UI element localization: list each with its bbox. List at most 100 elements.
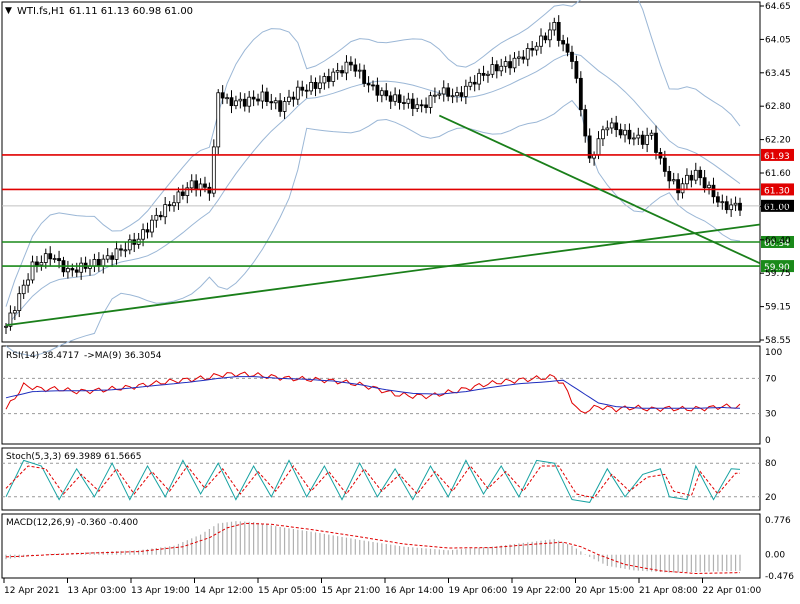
candle-body	[463, 85, 468, 97]
rsi-y-tick-label: 70	[765, 374, 777, 384]
current-price-tag	[761, 199, 794, 212]
candle-body	[238, 98, 243, 102]
candle-body	[304, 89, 309, 92]
candle-body	[96, 258, 101, 267]
level-price-tag	[761, 183, 794, 196]
candle-body	[574, 61, 579, 79]
y-tick-label: 61.00	[765, 202, 791, 212]
rsi-title: RSI(14) 38.4717	[6, 351, 79, 361]
symbol-label: WTI.fs,H1	[17, 6, 65, 17]
y-tick-label: 61.60	[765, 169, 791, 179]
stoch-title: Stoch(5,3,3) 69.3989 61.5665	[6, 452, 141, 462]
candle-body	[220, 92, 225, 99]
candle-body	[512, 57, 517, 69]
candle-body	[269, 101, 274, 104]
x-tick-label: 19 Apr 06:00	[449, 586, 508, 596]
candle-body	[552, 21, 557, 31]
candle-body	[110, 255, 115, 260]
candle-body	[357, 69, 362, 72]
candle-body	[424, 104, 428, 108]
level-price-label: 61.30	[764, 186, 790, 196]
current-price-label: 61.00	[764, 203, 790, 213]
main-chart-layer	[2, 0, 761, 357]
level-price-label: 61.93	[764, 152, 790, 162]
candle-body	[313, 81, 318, 89]
candle-body	[729, 204, 734, 211]
candle-body	[145, 229, 150, 233]
candle-body	[494, 64, 499, 72]
candle-body	[433, 94, 437, 97]
x-tick-label: 12 Apr 2021	[4, 586, 60, 596]
candle-body	[12, 310, 17, 314]
candle-body	[667, 171, 672, 182]
candle-body	[578, 77, 583, 110]
y-tick-label: 58.55	[765, 336, 791, 346]
y-tick-label: 64.65	[765, 2, 791, 12]
level-price-tag	[761, 235, 794, 248]
candle-body	[291, 96, 296, 100]
stoch-panel-frame	[1, 447, 761, 511]
candle-body	[203, 183, 207, 188]
stoch-main-line	[5, 459, 741, 503]
candle-body	[309, 81, 313, 92]
candle-body	[570, 51, 574, 62]
x-tick-label: 13 Apr 19:00	[131, 586, 190, 596]
candle-body	[384, 90, 389, 97]
candle-body	[437, 93, 442, 96]
candle-body	[609, 122, 614, 129]
candle-body	[543, 35, 548, 41]
level-price-tag	[761, 148, 794, 161]
candle-body	[278, 100, 283, 112]
candle-body	[282, 101, 287, 112]
candle-body	[459, 92, 464, 97]
candle-body	[331, 71, 336, 82]
candle-body	[711, 184, 716, 198]
candle-body	[441, 87, 446, 95]
candle-body	[587, 135, 592, 159]
candle-body	[636, 134, 641, 139]
candle-body	[397, 94, 402, 103]
candle-body	[738, 202, 742, 211]
candle-body	[733, 202, 738, 206]
candle-body	[508, 61, 512, 69]
macd-y-tick-label: -0.476	[765, 572, 794, 582]
candle-body	[211, 146, 216, 194]
y-tick-label: 60.40	[765, 236, 791, 246]
rsi-panel-frame	[1, 345, 761, 445]
candle-body	[35, 261, 39, 266]
candle-body	[556, 21, 561, 41]
candle-body	[194, 180, 199, 191]
rsi-ma-readout: ->MA(9) 36.3054	[84, 351, 162, 361]
macd-title: MACD(12,26,9) -0.360 -0.400	[6, 518, 138, 528]
stoch-layer	[2, 459, 760, 503]
x-tick-label: 15 Apr 21:00	[322, 586, 381, 596]
candle-body	[366, 83, 371, 86]
candle-body	[561, 40, 566, 45]
candle-body	[517, 56, 521, 59]
candle-body	[715, 196, 720, 203]
x-tick-label: 13 Apr 03:00	[68, 586, 127, 596]
candle-body	[547, 29, 552, 41]
chart-menu-triangle-icon[interactable]: ▼	[5, 6, 12, 16]
candle-body	[375, 84, 380, 96]
stoch-y-tick-label: 20	[765, 493, 777, 503]
candle-body	[534, 45, 539, 51]
candle-body	[371, 84, 375, 87]
x-tick-label: 14 Apr 12:00	[195, 586, 254, 596]
candle-body	[52, 258, 57, 260]
candle-body	[322, 76, 327, 84]
candle-body	[649, 132, 654, 136]
candle-body	[335, 70, 340, 73]
y-tick-label: 63.45	[765, 69, 791, 79]
candle-body	[406, 98, 411, 104]
candle-body	[521, 56, 526, 60]
candle-body	[654, 132, 658, 153]
candle-body	[158, 214, 163, 218]
candle-body	[450, 95, 455, 98]
candle-body	[300, 86, 305, 91]
rsi-ma-line	[5, 376, 741, 409]
candle-body	[539, 35, 543, 47]
macd-layer	[5, 521, 741, 575]
